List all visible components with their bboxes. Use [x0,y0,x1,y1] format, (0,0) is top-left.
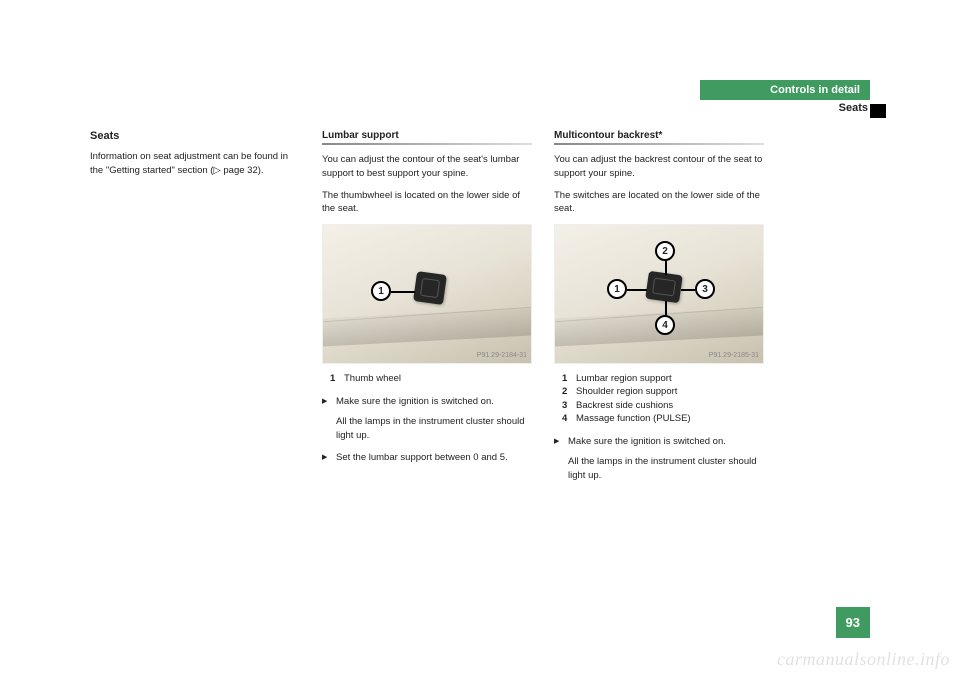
step-item: Make sure the ignition is switched on. A… [322,395,532,442]
multicontour-figure: 1 2 3 4 P91.29-2185-31 [554,224,764,364]
figure-id: P91.29-2184-31 [477,352,527,359]
lumbar-figure: 1 P91.29-2184-31 [322,224,532,364]
legend-row: 2 Shoulder region support [562,385,764,398]
callout-2: 2 [655,241,675,261]
section-label: Seats [700,102,870,114]
step-item: Make sure the ignition is switched on. A… [554,435,764,482]
legend-num: 3 [562,399,572,412]
step-item: Set the lumbar support between 0 and 5. [322,451,532,465]
column-2: Lumbar support You can adjust the contou… [322,130,532,491]
legend-num: 1 [562,372,572,385]
legend-row: 4 Massage function (PULSE) [562,412,764,425]
header-block: Controls in detail Seats [700,80,870,114]
seat-edge [323,308,531,347]
column-1: Seats Information on seat adjustment can… [90,130,300,491]
content-columns: Seats Information on seat adjustment can… [90,130,870,491]
multicontour-p2: The switches are located on the lower si… [554,189,764,217]
callout-1-line [391,291,415,293]
callout-1: 1 [371,281,391,301]
step-text: Make sure the ignition is switched on. [336,396,494,407]
divider [554,143,764,145]
thumbwheel [413,271,447,305]
lumbar-subhead: Lumbar support [322,130,532,141]
callout-1-line [627,289,647,291]
legend-text: Backrest side cushions [576,399,673,412]
legend-row: 3 Backrest side cushions [562,399,764,412]
page-header: Controls in detail Seats [700,80,870,114]
thumb-tab [870,104,886,118]
callout-4-line [665,301,667,315]
legend-text: Lumbar region support [576,372,672,385]
legend-num: 2 [562,385,572,398]
multicontour-p1: You can adjust the backrest contour of t… [554,153,764,181]
divider [322,143,532,145]
legend-text: Massage function (PULSE) [576,412,691,425]
step-sub: All the lamps in the instrument cluster … [336,415,532,443]
chapter-band: Controls in detail [700,80,870,100]
page-number: 93 [836,607,870,638]
column-3: Multicontour backrest* You can adjust th… [554,130,764,491]
callout-3-line [681,289,695,291]
figure-id: P91.29-2185-31 [709,352,759,359]
multicontour-steps: Make sure the ignition is switched on. A… [554,435,764,482]
legend-row: 1 Thumb wheel [330,372,532,385]
lumbar-legend: 1 Thumb wheel [322,372,532,385]
multicontour-subhead: Multicontour backrest* [554,130,764,141]
watermark: carmanualsonline.info [777,649,950,670]
callout-4: 4 [655,315,675,335]
seats-intro-para: Information on seat adjustment can be fo… [90,150,300,178]
legend-num: 4 [562,412,572,425]
lumbar-steps: Make sure the ignition is switched on. A… [322,395,532,464]
legend-num: 1 [330,372,340,385]
lumbar-p2: The thumbwheel is located on the lower s… [322,189,532,217]
step-text: Set the lumbar support between 0 and 5. [336,452,508,463]
step-text: Make sure the ignition is switched on. [568,436,726,447]
legend-text: Thumb wheel [344,372,401,385]
legend-row: 1 Lumbar region support [562,372,764,385]
lumbar-p1: You can adjust the contour of the seat's… [322,153,532,181]
callout-2-line [665,261,667,275]
multicontour-legend: 1 Lumbar region support 2 Shoulder region … [554,372,764,425]
switch-pad [645,271,683,303]
step-sub: All the lamps in the instrument cluster … [568,455,764,483]
seats-heading: Seats [90,130,300,142]
callout-1: 1 [607,279,627,299]
page: Controls in detail Seats Seats Informati… [0,0,960,678]
legend-text: Shoulder region support [576,385,677,398]
callout-3: 3 [695,279,715,299]
